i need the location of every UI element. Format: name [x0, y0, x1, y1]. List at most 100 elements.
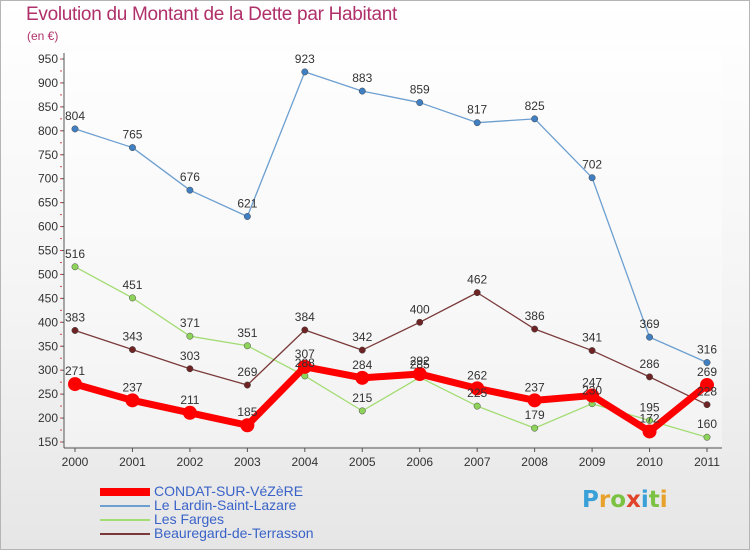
- data-label: 303: [180, 349, 200, 363]
- data-label: 269: [237, 365, 257, 379]
- data-point: [416, 318, 424, 326]
- legend-swatch: [100, 488, 150, 496]
- data-point: [473, 402, 481, 410]
- data-point: [588, 347, 596, 355]
- data-label: 195: [640, 400, 660, 414]
- data-point: [129, 144, 136, 152]
- logo-letter: i: [659, 487, 668, 513]
- data-point: [588, 174, 596, 182]
- data-label: 343: [122, 330, 142, 344]
- data-point: [71, 327, 79, 334]
- data-point: [125, 393, 140, 408]
- data-label: 185: [237, 405, 257, 419]
- data-label: 369: [640, 317, 660, 331]
- y-tick-label: 500: [38, 267, 58, 281]
- y-tick-label: 650: [38, 196, 58, 210]
- data-point: [129, 346, 136, 354]
- data-point: [243, 342, 251, 350]
- data-label: 384: [295, 310, 315, 324]
- data-point: [358, 346, 366, 354]
- chart-title: Evolution du Montant de la Dette par Hab…: [26, 4, 397, 25]
- y-tick-label: 600: [38, 220, 58, 234]
- data-point: [358, 87, 366, 95]
- legend-swatch: [100, 533, 150, 535]
- y-tick-label: 250: [38, 387, 58, 401]
- legend-swatch: [100, 505, 150, 507]
- data-label: 179: [525, 408, 545, 422]
- data-label: 284: [352, 358, 372, 372]
- data-point: [355, 370, 370, 385]
- data-point: [646, 373, 653, 381]
- data-label: 286: [640, 357, 660, 371]
- data-label: 160: [697, 417, 717, 431]
- y-tick-label: 850: [38, 100, 58, 114]
- data-label: 702: [582, 158, 602, 172]
- data-label: 883: [352, 71, 372, 85]
- data-label: 288: [295, 356, 315, 370]
- data-point: [646, 333, 653, 341]
- logo-letter: P: [582, 487, 599, 513]
- data-point: [71, 263, 79, 271]
- data-label: 923: [295, 52, 315, 66]
- data-point: [301, 68, 309, 76]
- data-label: 341: [582, 331, 602, 345]
- data-label: 228: [697, 385, 717, 399]
- data-point: [243, 213, 251, 220]
- logo-letter: t: [648, 487, 660, 513]
- chart-series: [68, 68, 714, 441]
- data-label: 825: [525, 99, 545, 113]
- data-label: 351: [237, 326, 257, 340]
- data-label: 765: [122, 128, 142, 142]
- proxiti-logo: Proxiti: [582, 487, 668, 513]
- data-label: 342: [352, 330, 372, 344]
- data-point: [642, 424, 657, 439]
- series-line: [74, 363, 710, 435]
- data-label: 516: [65, 247, 85, 261]
- series-line: [74, 291, 708, 406]
- legend-swatch: [100, 519, 150, 521]
- data-label: 269: [697, 365, 717, 379]
- data-point: [68, 377, 82, 392]
- data-point: [186, 186, 194, 194]
- data-point: [186, 365, 194, 373]
- legend-label: CONDAT-SUR-VéZèRE: [154, 483, 304, 499]
- y-tick-label: 700: [38, 172, 58, 186]
- data-label: 237: [122, 380, 142, 394]
- data-label: 247: [582, 376, 602, 390]
- legend-label: Le Lardin-Saint-Lazare: [154, 497, 297, 513]
- data-label: 462: [467, 273, 487, 287]
- data-label: 400: [410, 302, 430, 316]
- y-tick-label: 300: [38, 363, 58, 377]
- data-point: [71, 125, 79, 133]
- data-label: 172: [640, 411, 660, 425]
- data-label: 285: [410, 357, 430, 371]
- data-point: [301, 326, 309, 334]
- series-line: [74, 71, 708, 364]
- data-point: [703, 401, 711, 409]
- x-tick-label: 2009: [579, 455, 606, 469]
- plot-area: [64, 53, 722, 446]
- data-point: [531, 424, 539, 432]
- data-point: [531, 325, 539, 333]
- y-tick-label: 350: [38, 339, 58, 353]
- data-label: 383: [65, 310, 85, 324]
- data-point: [297, 359, 312, 374]
- logo-letter: x: [626, 487, 641, 513]
- data-label: 316: [697, 343, 717, 357]
- data-point: [182, 405, 197, 420]
- data-point: [473, 119, 481, 127]
- logo-letter: o: [610, 487, 627, 513]
- y-tick-label: 200: [38, 411, 58, 425]
- x-tick-label: 2001: [119, 455, 146, 469]
- data-label: 211: [180, 393, 199, 407]
- x-tick-label: 2006: [406, 455, 433, 469]
- chart-unit-label: (en €): [27, 29, 59, 43]
- data-label: 859: [410, 83, 430, 97]
- data-point: [243, 381, 251, 389]
- series-line: [74, 266, 708, 438]
- chart-data-labels: 271 237 211 185 307 284 292 262 237 247 172 269 804 7…: [65, 52, 717, 431]
- data-point: [186, 332, 194, 340]
- data-label: 237: [525, 380, 545, 394]
- data-point: [527, 393, 542, 408]
